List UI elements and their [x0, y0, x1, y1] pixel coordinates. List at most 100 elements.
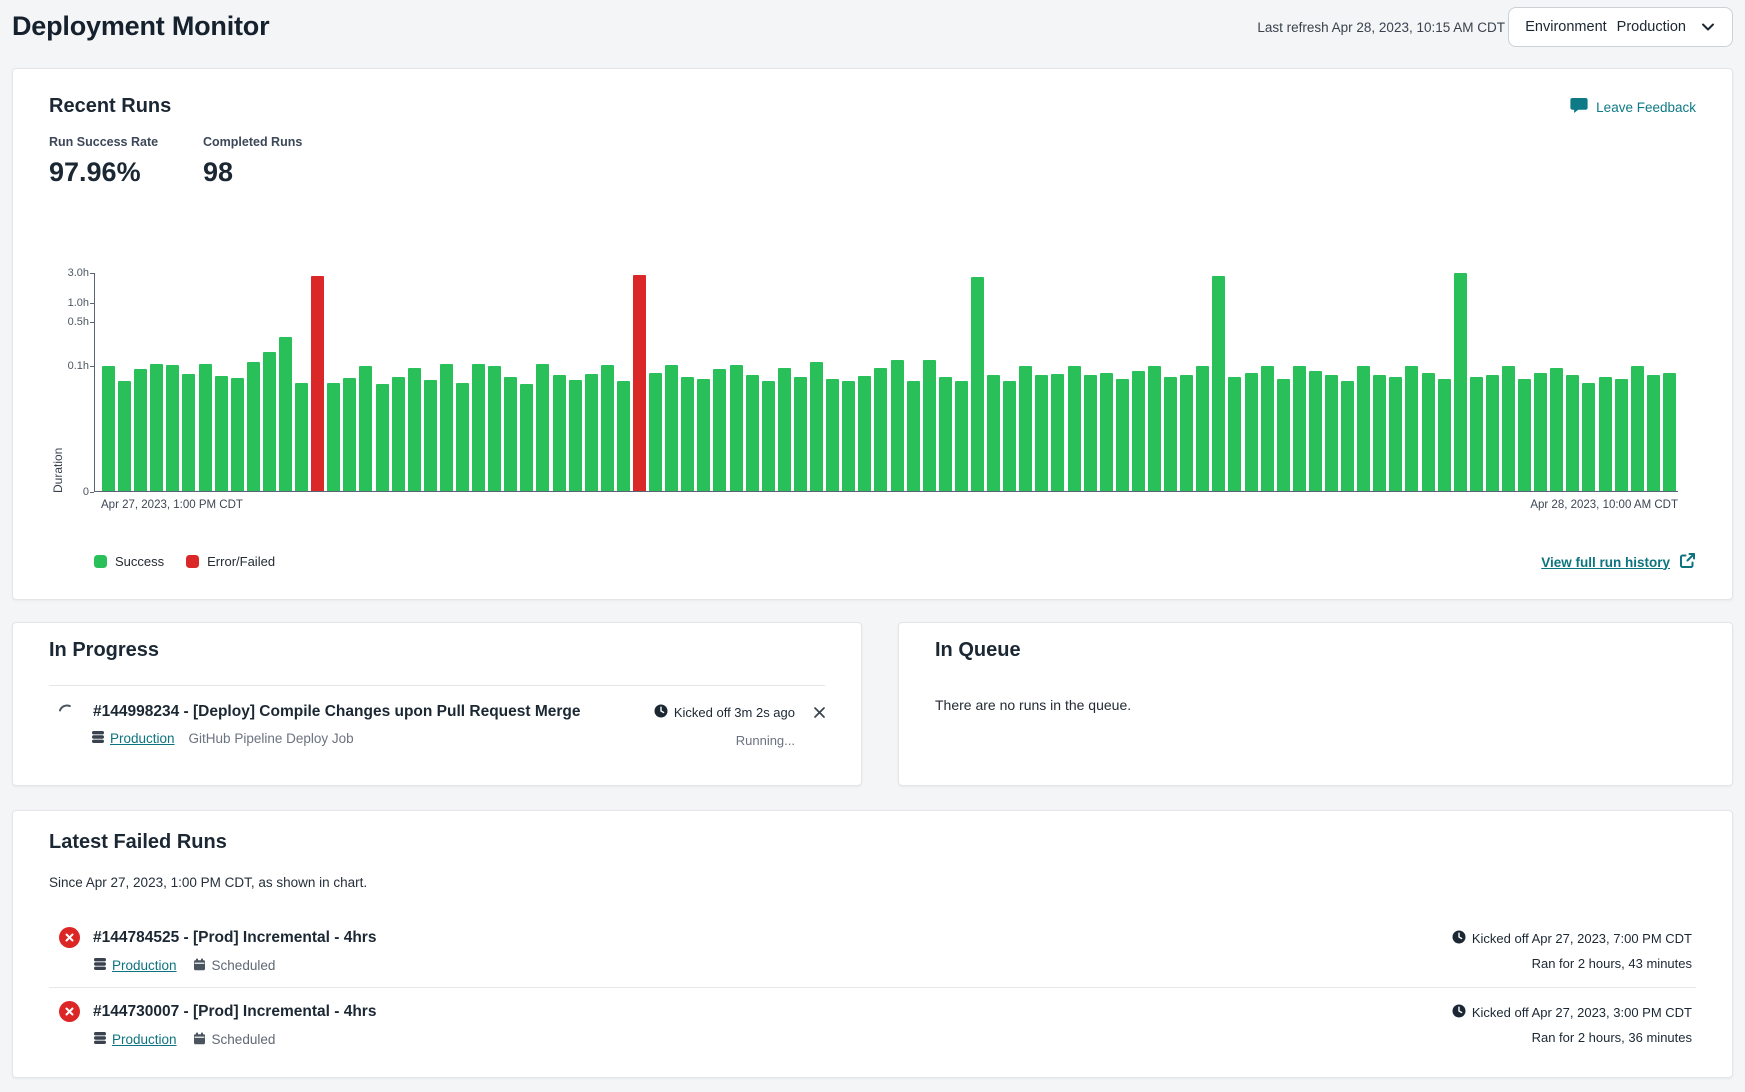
chart-bar[interactable] [1131, 371, 1145, 491]
chart-bar[interactable] [1051, 374, 1065, 491]
chart-bar[interactable] [1147, 366, 1161, 491]
chart-bar[interactable] [166, 365, 180, 491]
chart-bar[interactable] [472, 364, 486, 491]
chart-bar[interactable] [1550, 368, 1564, 491]
chart-bar[interactable] [1421, 373, 1435, 491]
chart-bar[interactable] [182, 374, 196, 491]
chart-bar[interactable] [456, 383, 470, 491]
chart-bar[interactable] [922, 360, 936, 491]
chart-bar[interactable] [1276, 379, 1290, 491]
chart-bar[interactable] [649, 373, 663, 491]
chart-bar[interactable] [1244, 373, 1258, 491]
chart-bar[interactable] [230, 378, 244, 491]
chart-bar[interactable] [987, 375, 1001, 491]
chart-bar[interactable] [1598, 377, 1612, 491]
chart-bar[interactable] [1405, 366, 1419, 491]
chart-bar[interactable] [1630, 366, 1644, 491]
chart-bar[interactable] [1534, 373, 1548, 491]
chart-bar[interactable] [616, 381, 630, 491]
chart-bar[interactable] [938, 377, 952, 491]
environment-link[interactable]: Production [93, 957, 177, 974]
chart-bar[interactable] [826, 379, 840, 491]
chart-bar[interactable] [279, 337, 292, 491]
chart-bar[interactable] [1582, 383, 1596, 491]
chart-bar[interactable] [1518, 379, 1532, 491]
chart-bar[interactable] [1228, 377, 1242, 491]
chart-bar[interactable] [584, 374, 598, 491]
chart-bar[interactable] [311, 276, 325, 491]
chart-bar[interactable] [906, 381, 920, 491]
chart-bar[interactable] [1357, 366, 1371, 491]
chart-bar[interactable] [150, 364, 164, 491]
chart-bar[interactable] [842, 381, 856, 491]
chart-bar[interactable] [1292, 366, 1306, 491]
chart-bar[interactable] [1067, 366, 1081, 491]
chart-bar[interactable] [407, 368, 421, 491]
chart-bar[interactable] [1099, 373, 1113, 491]
chart-bar[interactable] [1324, 375, 1338, 491]
chart-bar[interactable] [1373, 375, 1387, 491]
chart-bar[interactable] [1196, 366, 1210, 491]
chart-bar[interactable] [1646, 375, 1660, 491]
chart-bar[interactable] [134, 369, 148, 491]
chart-bar[interactable] [1260, 366, 1274, 491]
chart-bar[interactable] [327, 383, 341, 491]
chart-bar[interactable] [1180, 375, 1194, 491]
chart-bar[interactable] [729, 365, 743, 491]
leave-feedback-button[interactable]: Leave Feedback [1570, 97, 1696, 117]
view-full-run-history-link[interactable]: View full run history [1541, 552, 1696, 572]
chart-bar[interactable] [954, 381, 968, 491]
chart-bar[interactable] [343, 378, 357, 491]
chart-bar[interactable] [262, 352, 276, 491]
chart-bar[interactable] [777, 368, 791, 491]
chart-bar[interactable] [423, 380, 437, 491]
chart-bar[interactable] [665, 365, 679, 491]
chart-bar[interactable] [697, 379, 711, 491]
chart-bar[interactable] [1501, 366, 1515, 491]
chart-bar[interactable] [102, 366, 115, 491]
chart-bar[interactable] [1019, 366, 1033, 491]
chart-bar[interactable] [1453, 273, 1467, 491]
chart-bar[interactable] [375, 384, 389, 491]
chart-bar[interactable] [118, 381, 132, 491]
chart-bar[interactable] [970, 277, 984, 491]
chart-bar[interactable] [1308, 371, 1322, 491]
chart-bar[interactable] [1389, 377, 1403, 491]
chart-bar[interactable] [1341, 381, 1355, 491]
chart-bar[interactable] [1566, 375, 1580, 491]
chart-bar[interactable] [1003, 381, 1017, 491]
chart-bar[interactable] [504, 377, 518, 491]
chart-bar[interactable] [1469, 377, 1483, 491]
chart-bar[interactable] [761, 381, 775, 491]
chart-bar[interactable] [681, 377, 695, 491]
chart-bar[interactable] [439, 364, 453, 491]
environment-dropdown[interactable]: Environment Production [1508, 7, 1733, 47]
chart-bar[interactable] [1485, 375, 1499, 491]
chart-bar[interactable] [1614, 379, 1628, 491]
chart-bar[interactable] [713, 369, 727, 491]
chart-bar[interactable] [568, 380, 582, 491]
chart-bar[interactable] [890, 360, 904, 491]
cancel-run-button[interactable] [810, 703, 829, 725]
chart-bar[interactable] [1164, 377, 1178, 491]
chart-bar[interactable] [793, 377, 807, 491]
chart-bar[interactable] [536, 364, 550, 491]
chart-bar[interactable] [520, 384, 534, 491]
chart-bar[interactable] [295, 383, 309, 491]
chart-bar[interactable] [600, 365, 614, 491]
chart-bar[interactable] [246, 362, 260, 491]
chart-bar[interactable] [810, 362, 824, 491]
chart-bar[interactable] [1662, 373, 1676, 491]
chart-bar[interactable] [874, 368, 888, 491]
chart-bar[interactable] [1115, 379, 1129, 491]
chart-bar[interactable] [552, 375, 566, 491]
chart-bar[interactable] [745, 375, 759, 491]
chart-bar[interactable] [1083, 375, 1097, 491]
chart-bar[interactable] [858, 376, 872, 491]
chart-bar[interactable] [633, 275, 647, 491]
environment-link[interactable]: Production [91, 730, 175, 747]
chart-bar[interactable] [1437, 379, 1451, 491]
chart-bar[interactable] [1035, 375, 1049, 491]
chart-bar[interactable] [214, 376, 228, 491]
chart-bar[interactable] [391, 377, 405, 491]
